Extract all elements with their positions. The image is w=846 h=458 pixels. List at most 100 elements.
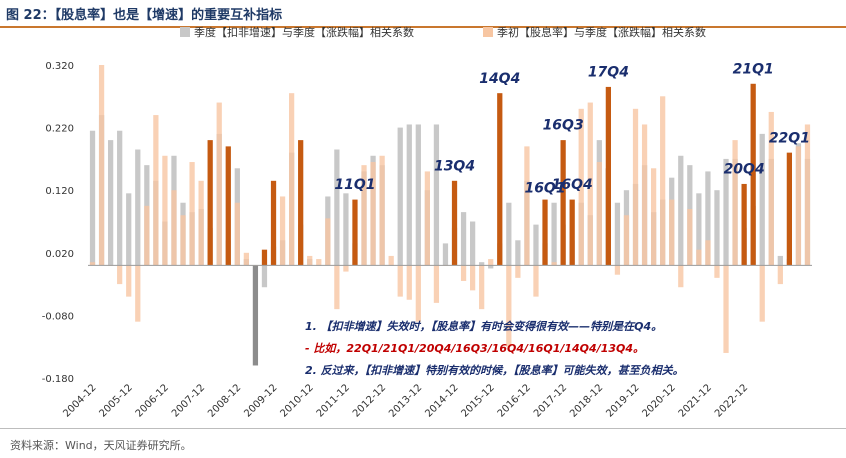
- bar-series-2: [424, 171, 430, 266]
- y-tick-label: -0.180: [42, 374, 74, 385]
- y-tick-label: 0.020: [45, 249, 74, 260]
- bar-series-2: [415, 265, 421, 322]
- bars: [89, 65, 811, 366]
- bar-series-2: [406, 265, 412, 300]
- bar-series-2: [325, 218, 331, 266]
- legend-label-series-1: 季度【扣非增速】与季度【涨跌幅】相关系数: [194, 25, 414, 39]
- bar-series-2: [470, 265, 476, 291]
- annotation-label: 16Q3: [543, 118, 584, 134]
- x-tick-label: 2008-12: [206, 382, 243, 419]
- bar-series-2: [641, 124, 648, 266]
- x-tick-label: 2022-12: [713, 382, 750, 419]
- chart-title: 图 22：【股息率】也是【增速】的重要互补指标: [6, 8, 283, 23]
- bar-series-2: [171, 190, 177, 266]
- bar-series-1: [460, 212, 467, 266]
- bar-series-1: [515, 240, 521, 266]
- bar-series-2: [669, 199, 675, 266]
- bar-series-1: [343, 193, 349, 266]
- bar-series-1: [433, 124, 440, 266]
- bar-series-2: [587, 102, 593, 266]
- bar-series-2: [153, 115, 159, 266]
- bar-series-2: [714, 265, 720, 278]
- bar-series-1: [397, 127, 403, 266]
- bar-series-2: [207, 140, 213, 266]
- bar-series-2: [578, 108, 584, 266]
- bar-series-2: [126, 265, 132, 297]
- bar-series-2: [804, 124, 811, 266]
- x-tick-label: 2020-12: [641, 382, 678, 419]
- bar-series-1: [415, 124, 421, 266]
- bar-series-2: [89, 262, 96, 266]
- bar-series-2: [379, 155, 385, 266]
- x-tick-label: 2004-12: [61, 382, 98, 419]
- bar-series-2: [488, 259, 494, 266]
- bar-series-2: [750, 83, 756, 266]
- title-divider: [0, 26, 846, 28]
- bar-series-2: [506, 265, 512, 347]
- bar-series-1: [551, 202, 557, 266]
- bar-series-2: [560, 140, 566, 266]
- bar-series-2: [388, 255, 394, 266]
- bar-series-2: [632, 108, 639, 266]
- bar-series-2: [660, 96, 666, 266]
- bar-series-1: [117, 130, 123, 266]
- bar-series-2: [289, 93, 295, 266]
- bar-series-1: [506, 202, 512, 266]
- bar-series-2: [198, 180, 204, 266]
- bar-series-1: [126, 193, 132, 266]
- bar-series-2: [135, 265, 141, 322]
- y-tick-label: 0.320: [45, 61, 74, 72]
- bar-series-1: [705, 171, 711, 266]
- annotation-label: 13Q4: [434, 158, 475, 174]
- bar-series-2: [225, 146, 231, 266]
- bar-series-1: [479, 262, 485, 266]
- bar-series-2: [180, 215, 186, 266]
- bar-series-2: [397, 265, 403, 297]
- note-3: 2. 反过来，【扣非增速】特别有效的时候，【股息率】可能失效，甚至负相关。: [305, 364, 684, 377]
- x-tick-label: 2017-12: [532, 382, 569, 419]
- bar-series-1: [334, 149, 340, 266]
- annotations: 14Q4 17Q4 21Q1 16Q3 22Q1 13Q4 16Q4 20Q4 11Q1 16Q1: [334, 61, 810, 196]
- bar-series-2: [533, 265, 539, 297]
- y-axis: 0.320 0.220 0.120 0.020 -0.080 -0.180: [42, 61, 74, 385]
- bar-series-2: [117, 265, 123, 285]
- x-tick-label: 2016-12: [496, 382, 533, 419]
- annotation-label: 16Q4: [552, 177, 593, 193]
- bar-series-2: [605, 86, 611, 266]
- bar-series-1: [89, 130, 96, 266]
- chart: 季度【扣非增速】与季度【涨跌幅】相关系数 季初【股息率】与季度【涨跌幅】相关系数…: [42, 25, 812, 420]
- bar-series-2: [343, 265, 349, 272]
- x-tick-label: 2006-12: [134, 382, 171, 419]
- x-tick-label: 2012-12: [351, 382, 388, 419]
- notes: 1. 【扣非增速】失效时，【股息率】有时会变得很有效——特别是在Q4。 - 比如…: [305, 320, 684, 377]
- x-tick-label: 2014-12: [423, 382, 460, 419]
- bar-series-1: [261, 265, 268, 288]
- note-1: 1. 【扣非增速】失效时，【股息率】有时会变得很有效——特别是在Q4。: [305, 320, 662, 333]
- bar-series-1: [533, 224, 539, 266]
- bar-series-2: [361, 165, 367, 266]
- annotation-label: 20Q4: [724, 162, 765, 178]
- bar-series-2: [98, 65, 105, 266]
- bar-series-2: [596, 162, 602, 266]
- bar-series-1: [470, 221, 476, 266]
- bar-series-2: [515, 265, 521, 278]
- bar-series-2: [705, 240, 711, 266]
- bar-series-2: [370, 162, 376, 266]
- x-tick-label: 2021-12: [677, 382, 714, 419]
- x-tick-label: 2007-12: [170, 382, 207, 419]
- bar-series-2: [243, 252, 249, 266]
- bar-series-2: [786, 152, 792, 266]
- bar-series-1: [614, 202, 621, 266]
- bar-series-2: [433, 265, 440, 303]
- bar-series-2: [542, 199, 548, 266]
- y-tick-label: 0.220: [45, 124, 74, 135]
- annotation-label: 17Q4: [588, 65, 629, 81]
- legend-label-series-2: 季初【股息率】与季度【涨跌幅】相关系数: [497, 25, 706, 39]
- bar-series-2: [316, 259, 322, 266]
- bar-series-1: [442, 243, 449, 266]
- bar-series-2: [298, 140, 304, 266]
- bar-series-2: [777, 265, 783, 285]
- bar-series-2: [551, 262, 557, 266]
- bar-series-2: [279, 196, 286, 266]
- bar-series-1: [723, 158, 729, 266]
